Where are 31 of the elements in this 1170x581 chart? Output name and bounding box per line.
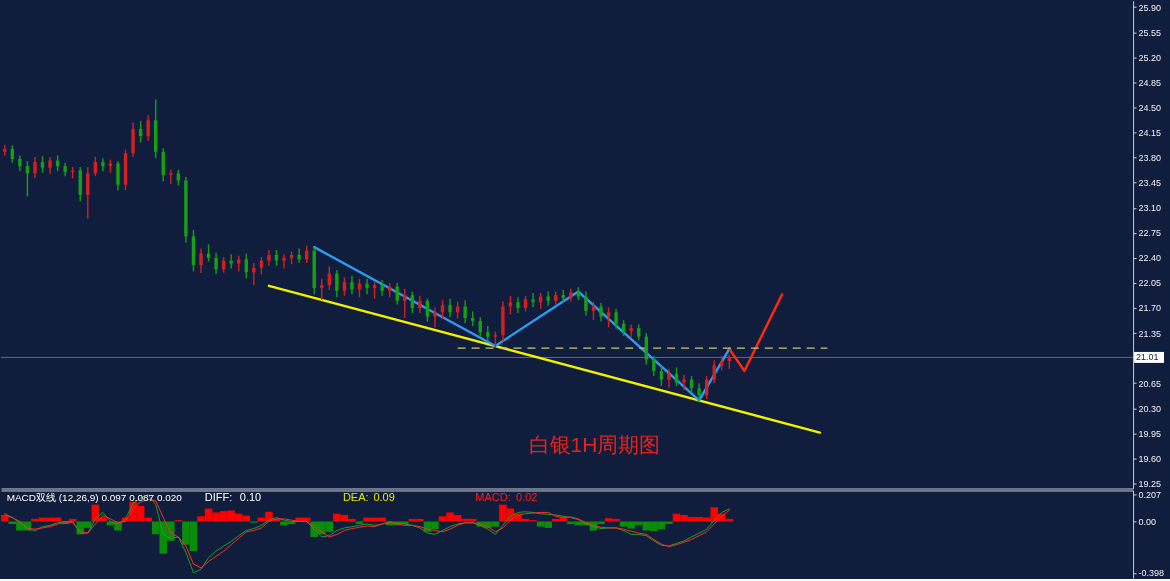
y-tick-label: 21.35 <box>1138 328 1162 339</box>
y-tick-label: 24.15 <box>1138 128 1162 139</box>
y-tick-label: 23.80 <box>1138 153 1162 164</box>
annotation: 0.10 <box>239 491 262 504</box>
annotation: MACD双线 (12,26,9) 0.097 0.087 0.020 <box>6 492 183 504</box>
text: 白银1H周期图 <box>528 432 661 456</box>
y-tick-label: 25.90 <box>1138 2 1162 13</box>
y-tick-label: 21.70 <box>1138 303 1162 314</box>
annotation: DIFF: <box>204 491 233 504</box>
y-tick-label: 22.75 <box>1138 228 1162 239</box>
ref-line-label: 21.01 <box>1136 352 1159 363</box>
y-tick-label: 20.65 <box>1138 378 1162 389</box>
y-tick-label: 25.20 <box>1138 52 1162 63</box>
y-tick-label: 19.60 <box>1138 453 1162 464</box>
y-tick-label: 22.40 <box>1138 253 1162 264</box>
y-tick-label: 24.50 <box>1138 102 1162 113</box>
y-tick-label: 20.30 <box>1138 403 1162 414</box>
y-tick-label: 22.05 <box>1138 278 1162 289</box>
y-tick-label: 19.95 <box>1138 428 1162 439</box>
annotation: 0.09 <box>373 491 395 504</box>
y-tick-label: 0.00 <box>1138 516 1157 527</box>
y-tick-label: 0.207 <box>1138 490 1162 501</box>
annotation: MACD: <box>475 491 511 504</box>
y-tick-label: 23.10 <box>1138 203 1162 214</box>
annotation: DEA: <box>342 491 369 504</box>
y-tick-label: 24.85 <box>1138 77 1162 88</box>
y-tick-label: 25.55 <box>1138 27 1162 38</box>
y-tick-label: -0.398 <box>1138 568 1165 579</box>
annotation: 0.02 <box>516 491 538 504</box>
y-tick-label: 19.25 <box>1138 478 1162 489</box>
y-tick-label: 23.45 <box>1138 178 1162 189</box>
